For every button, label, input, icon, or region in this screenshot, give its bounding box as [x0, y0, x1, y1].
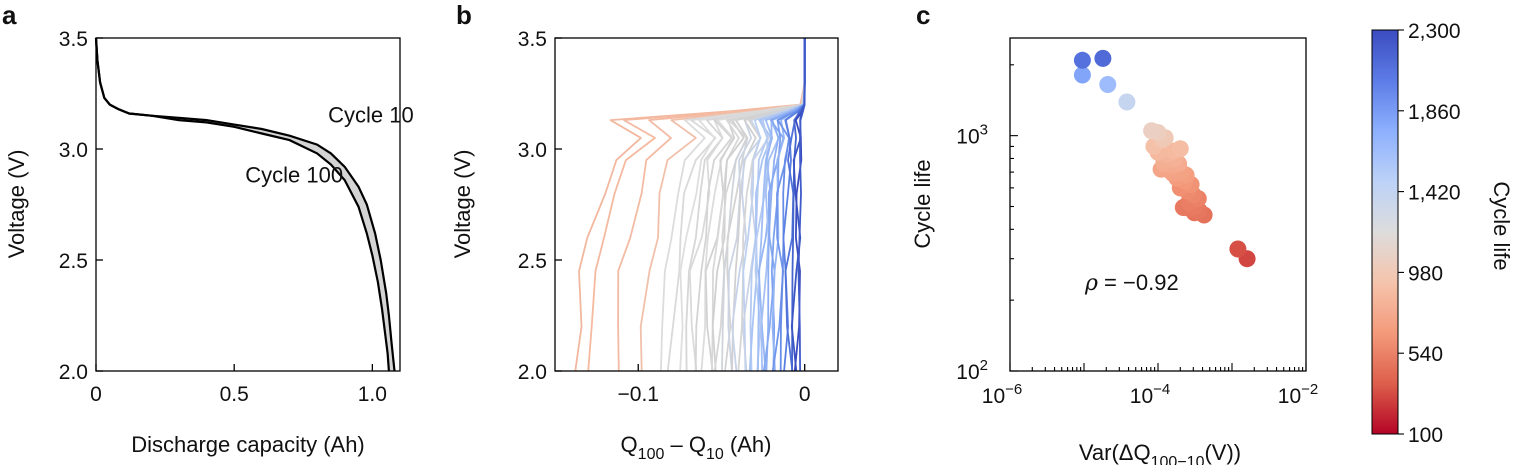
correlation-annotation: ρ = −0.92 [1084, 270, 1179, 296]
colorbar-label: Cycle life [1489, 181, 1514, 270]
panel-a-y-ticks: 2.0 2.5 3.0 3.5 [59, 28, 103, 384]
panel-a-x-axis-title: Discharge capacity (Ah) [131, 432, 365, 457]
panel-b-y-axis-title: Voltage (V) [450, 150, 475, 259]
y-tick-label: 102 [956, 357, 988, 384]
colorbar-gradient [1371, 29, 1399, 435]
y-tick-label: 3.0 [59, 139, 88, 162]
colorbar-ticks: 2,300 1,860 1,420 980 540 100 [1398, 20, 1461, 447]
panel-b-x-ticks: −0.1 0 [618, 364, 811, 406]
x-tick-label: 1.0 [358, 383, 387, 406]
colorbar: 2,300 1,860 1,420 980 540 100 Cycle life [1371, 20, 1514, 447]
scatter-point [1073, 66, 1091, 84]
colorbar-tick-label: 540 [1408, 343, 1443, 366]
panel-letter-b: b [456, 0, 472, 30]
panel-c-points [1073, 49, 1256, 268]
panel-b-series [574, 38, 806, 372]
y-tick-label: 3.5 [518, 28, 547, 51]
panel-a: 0 0.5 1.0 2.02.53.03.5 Cycle 10 Cycle 100 … [4, 28, 414, 457]
x-tick-label: 0 [799, 383, 811, 406]
panel-c: 10−6 10−4 10−2 102 103 ρ = −0.92 Var(ΔQ100−… [910, 37, 1318, 465]
panel-b-x-axis-title: Q100 – Q10 (Ah) [621, 432, 772, 463]
scatter-point [1073, 51, 1091, 69]
panel-c-y-ticks: 102 103 [956, 64, 1018, 384]
series-cycle-10-line [94, 37, 396, 372]
panel-b-y-ticks: 2.0 2.5 3.0 3.5 [518, 28, 562, 384]
panel-a-y-axis-title: Voltage (V) [4, 150, 29, 259]
panel-c-x-ticks: 10−6 10−4 10−2 [982, 363, 1318, 408]
colorbar-tick-label: 980 [1408, 262, 1443, 285]
annotation-cycle-10: Cycle 10 [328, 102, 414, 127]
panel-letter-c: c [916, 0, 930, 30]
scatter-point [1171, 140, 1189, 158]
x-tick-label: 10−2 [1278, 381, 1318, 408]
y-tick-label: 2.5 [59, 250, 88, 273]
x-tick-label: 0 [90, 383, 102, 406]
panel-c-x-axis-title: Var(ΔQ100−10(V)) [1079, 440, 1241, 465]
y-tick-label: 2.0 [518, 361, 547, 384]
y-tick-label: 3.0 [518, 139, 547, 162]
x-tick-label: 10−4 [1130, 381, 1170, 408]
panel-c-frame [1009, 37, 1307, 372]
colorbar-tick-label: 1,860 [1408, 101, 1461, 124]
colorbar-tick-label: 1,420 [1408, 182, 1461, 205]
scatter-point [1099, 76, 1117, 93]
y-tick-label: 2.5 [518, 250, 547, 273]
y-tick-label: 2.0 [59, 361, 88, 384]
panel-a-frame [95, 37, 401, 372]
colorbar-tick-label: 2,300 [1408, 20, 1461, 43]
panel-c-y-axis-title: Cycle life [910, 159, 935, 248]
capacity-fade-fill [96, 38, 395, 371]
y-tick-label: 3.5 [59, 28, 88, 51]
delta-q-curve [797, 38, 806, 372]
x-tick-label: 0.5 [220, 383, 249, 406]
colorbar-tick-label: 100 [1408, 424, 1443, 447]
x-tick-label: −0.1 [618, 383, 659, 406]
panel-b: −0.1 0 2.0 2.5 3.0 3.5 Q100 – Q10 (Ah) Volta… [450, 28, 839, 463]
x-tick-label: 10−6 [982, 381, 1022, 408]
panel-a-series [94, 37, 396, 372]
scatter-point [1094, 49, 1112, 67]
scatter-point [1118, 93, 1136, 111]
panel-b-frame [554, 37, 839, 372]
y-tick-label: 103 [956, 122, 988, 149]
series-cycle-100-line [94, 37, 390, 372]
panel-a-x-ticks: 0 0.5 1.0 [90, 364, 387, 406]
scatter-point [1229, 240, 1247, 258]
panel-letter-a: a [2, 0, 17, 30]
scatter-point [1143, 122, 1161, 140]
annotation-cycle-100: Cycle 100 [245, 162, 343, 187]
